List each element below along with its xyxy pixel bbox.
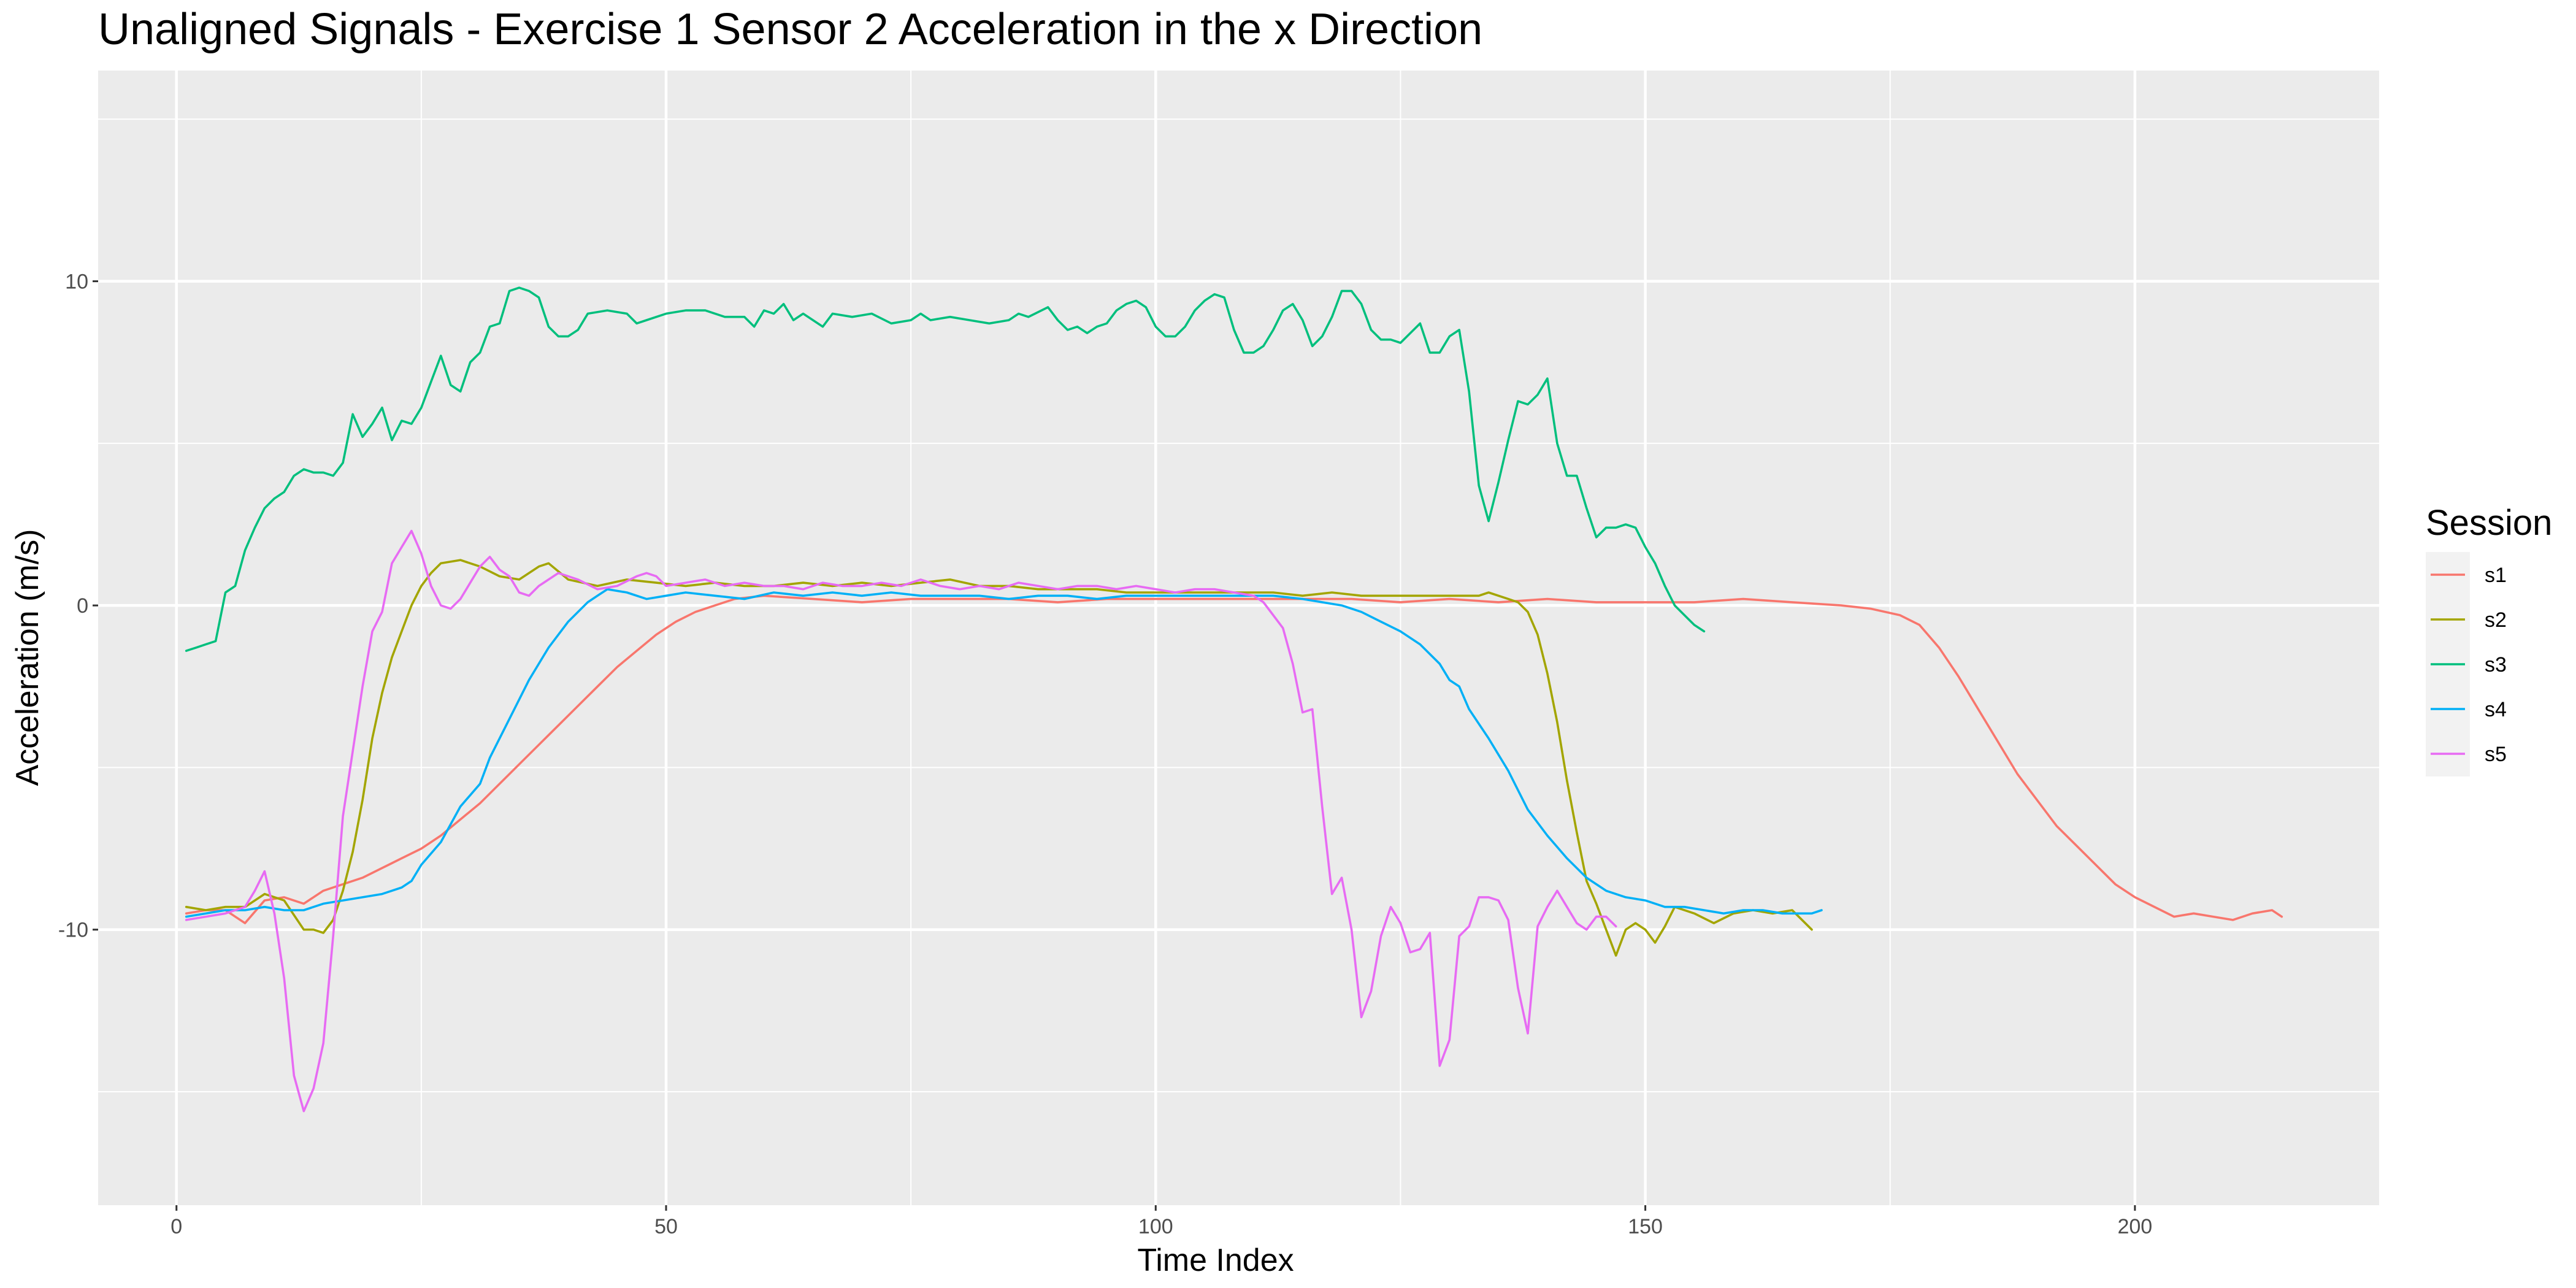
chart-title: Unaligned Signals - Exercise 1 Sensor 2 …: [98, 5, 1482, 54]
x-axis-ticks: 0 50 100 150 200: [171, 1205, 2152, 1238]
plot-panel: [98, 71, 2380, 1205]
x-axis-title: Time Index: [1137, 1243, 1294, 1278]
grid-minor-lines: [98, 71, 2380, 1205]
x-tick-label: 100: [1138, 1215, 1173, 1238]
legend-label-s2: s2: [2485, 608, 2507, 632]
x-tick-label: 50: [654, 1215, 678, 1238]
y-tick-label: 10: [65, 270, 88, 294]
legend-title: Session: [2426, 503, 2552, 543]
x-tick-label: 150: [1628, 1215, 1663, 1238]
grid-major-lines: [98, 71, 2380, 1205]
y-axis-title: Acceleration (m/s): [10, 529, 45, 786]
x-tick-label: 0: [171, 1215, 182, 1238]
y-tick-label: -10: [58, 919, 88, 942]
y-tick-label: 0: [77, 594, 88, 618]
legend-label-s5: s5: [2485, 743, 2507, 766]
legend-label-s3: s3: [2485, 653, 2507, 677]
legend: Session s1 s2 s3 s4 s5: [2426, 503, 2552, 776]
y-axis-ticks: -10 0 10: [58, 270, 98, 942]
legend-label-s1: s1: [2485, 564, 2507, 587]
legend-label-s4: s4: [2485, 698, 2507, 721]
series-line-s1: [185, 594, 2283, 924]
legend-items: s1 s2 s3 s4 s5: [2431, 564, 2507, 766]
series-line-s5: [185, 529, 1617, 1113]
series-line-s3: [185, 286, 1706, 652]
series-lines: [185, 286, 2283, 1113]
x-tick-label: 200: [2117, 1215, 2152, 1238]
series-line-s4: [185, 588, 1823, 918]
